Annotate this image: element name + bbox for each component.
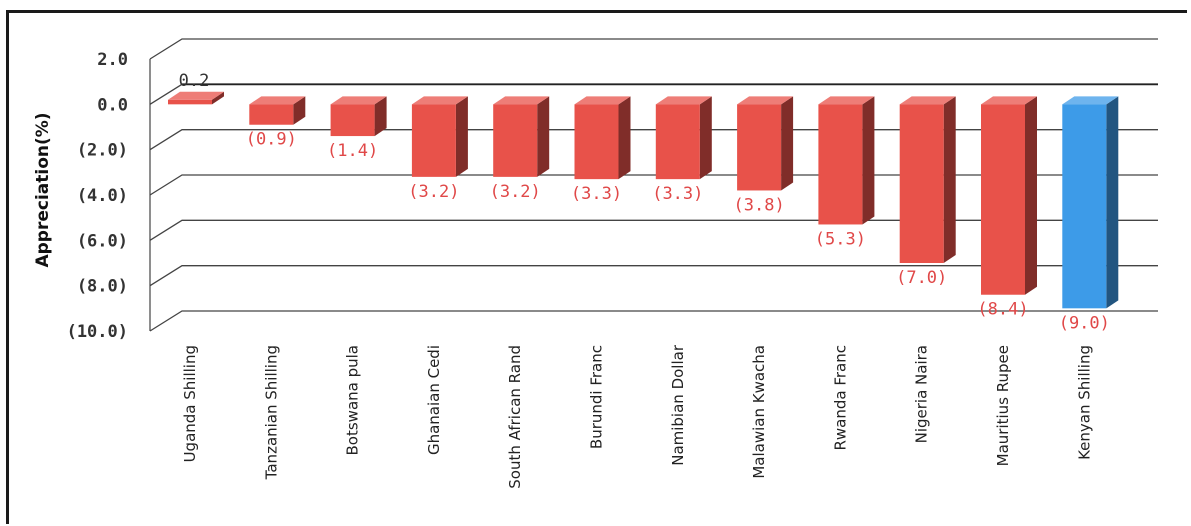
bar-front: [411, 104, 456, 177]
y-tick-label: (2.0): [77, 141, 128, 161]
bar-side: [537, 96, 550, 177]
bar: [493, 96, 550, 177]
bar-side: [374, 96, 387, 137]
bar-side: [699, 96, 712, 180]
y-tick-label: (6.0): [77, 231, 128, 251]
bar-side: [293, 96, 306, 125]
data-label: 0.2: [179, 71, 210, 91]
category-label: Namibian Dollar: [669, 344, 687, 466]
bar-side: [781, 96, 794, 191]
bar-front: [737, 104, 782, 191]
category-label: Mauritius Rupee: [994, 345, 1012, 466]
bar: [168, 91, 224, 105]
bar: [737, 96, 794, 191]
category-label: Malawian Kwacha: [750, 345, 768, 479]
bar-side: [618, 96, 631, 180]
bar: [899, 96, 956, 263]
chart-frame: [6, 10, 1187, 524]
bar: [330, 96, 387, 137]
bar-top: [168, 91, 224, 100]
bar-front: [249, 104, 294, 125]
category-label: Ghanaian Cedi: [425, 345, 443, 455]
bar-top: [574, 96, 631, 105]
category-label: Tanzanian Shilling: [262, 345, 280, 480]
y-axis-label: Appreciation(%): [33, 112, 53, 267]
category-label: Rwanda Franc: [831, 345, 849, 451]
category-label: Burundi Franc: [588, 345, 606, 449]
bar-top: [899, 96, 956, 105]
bar: [249, 96, 306, 125]
data-label: (1.4): [327, 141, 378, 161]
bar-front: [168, 99, 212, 105]
data-label: (7.0): [896, 268, 947, 288]
category-label: Botswana pula: [344, 345, 362, 455]
y-tick-label: (8.0): [77, 277, 128, 297]
bar-front: [899, 104, 944, 263]
bar: [1062, 96, 1119, 309]
category-label: Uganda Shilling: [181, 345, 199, 462]
data-labels: 0.2 (0.9) (1.4) (3.2) (3.2) (3.3) (3.3) (3.8) (5…: [179, 71, 1110, 334]
data-label: (5.3): [815, 229, 866, 249]
bar-top: [818, 96, 875, 105]
bar-side: [212, 91, 224, 105]
bar-top: [737, 96, 794, 105]
gridline: [149, 38, 1158, 60]
category-label: Kenyan Shilling: [1075, 345, 1093, 460]
data-label: (3.3): [571, 184, 622, 204]
bar: [411, 96, 468, 177]
bar: [818, 96, 875, 225]
y-tick-label: 0.0: [97, 95, 128, 115]
bars: [168, 91, 1119, 309]
y-tick-label: (4.0): [77, 186, 128, 206]
y-tick-label: 2.0: [97, 50, 128, 70]
category-label: Nigeria Naira: [913, 345, 931, 443]
bar-front: [1062, 104, 1107, 309]
bar: [655, 96, 712, 180]
bar-front: [818, 104, 863, 225]
data-label: (0.9): [246, 130, 297, 150]
bar-front: [574, 104, 619, 180]
bar-top: [411, 96, 468, 105]
bar: [574, 96, 631, 180]
bar-top: [981, 96, 1037, 105]
gridline: [149, 310, 1158, 332]
bar-front: [493, 104, 538, 177]
data-label: (9.0): [1059, 313, 1110, 333]
bar-front: [655, 104, 700, 180]
data-label: (3.8): [734, 195, 785, 215]
bar-top: [330, 96, 387, 105]
bar-front: [330, 104, 375, 137]
data-label: (8.4): [977, 300, 1028, 320]
bar-front: [981, 104, 1025, 295]
category-label: South African Rand: [506, 345, 524, 489]
bar-side: [1106, 96, 1119, 309]
data-label: (3.2): [408, 182, 459, 202]
bar-side: [862, 96, 875, 225]
bar-top: [1062, 96, 1119, 105]
bar-top: [655, 96, 712, 105]
bar-side: [943, 96, 956, 263]
data-label: (3.3): [652, 184, 703, 204]
bar: [981, 96, 1037, 295]
bar-top: [493, 96, 550, 105]
bar-side: [455, 96, 468, 177]
bar-top: [249, 96, 306, 105]
data-label: (3.2): [490, 182, 541, 202]
y-axis-ticks: 2.0 0.0 (2.0) (4.0) (6.0) (8.0) (10.0): [67, 50, 128, 342]
y-tick-label: (10.0): [67, 322, 128, 342]
category-labels: Uganda Shilling Tanzanian Shilling Botswan…: [181, 344, 1093, 489]
gridline: [149, 265, 1158, 287]
bar-side: [1025, 96, 1037, 295]
